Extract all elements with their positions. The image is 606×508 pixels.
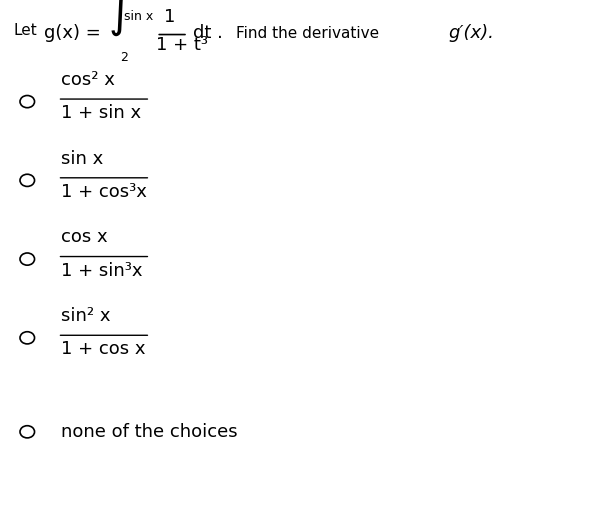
Text: none of the choices: none of the choices <box>61 423 237 441</box>
Text: cos² x: cos² x <box>61 71 115 89</box>
Text: sin x: sin x <box>124 10 153 23</box>
Text: g(x) =: g(x) = <box>44 24 101 42</box>
Text: Let: Let <box>13 23 37 38</box>
Text: g′(x).: g′(x). <box>448 24 494 42</box>
Text: dt .: dt . <box>193 24 222 42</box>
Text: 1 + cos x: 1 + cos x <box>61 340 145 358</box>
Text: cos x: cos x <box>61 229 107 246</box>
Text: 2: 2 <box>120 51 128 64</box>
Text: 1: 1 <box>164 9 175 26</box>
Text: 1 + cos³x: 1 + cos³x <box>61 183 147 201</box>
Text: sin x: sin x <box>61 150 103 168</box>
Text: 1 + sin x: 1 + sin x <box>61 104 141 122</box>
Text: sin² x: sin² x <box>61 307 110 325</box>
Text: $\int$: $\int$ <box>108 0 130 38</box>
Text: 1 + t³: 1 + t³ <box>156 36 208 53</box>
Text: 1 + sin³x: 1 + sin³x <box>61 262 142 279</box>
Text: Find the derivative: Find the derivative <box>236 25 379 41</box>
